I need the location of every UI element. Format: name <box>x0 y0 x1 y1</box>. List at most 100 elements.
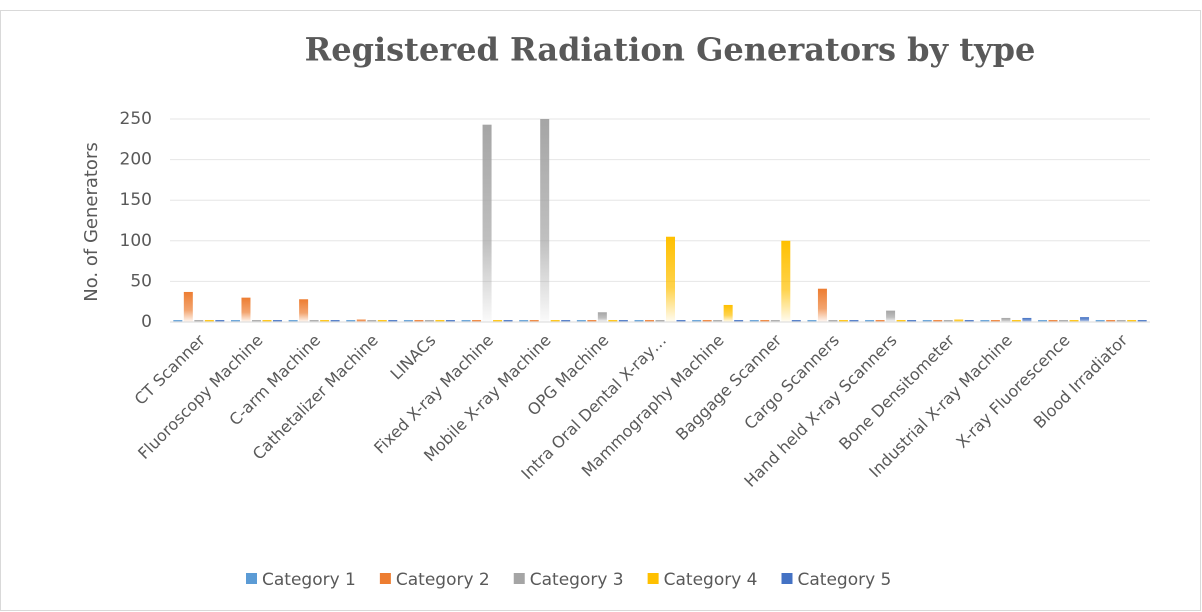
bar <box>540 119 550 322</box>
y-tick-label: 0 <box>141 312 152 332</box>
y-tick-label: 50 <box>130 271 152 291</box>
bar <box>1048 320 1058 322</box>
bar <box>1127 320 1137 322</box>
bar <box>954 319 964 322</box>
bar <box>493 320 503 322</box>
bar <box>424 320 434 322</box>
bar <box>875 320 885 322</box>
bar <box>414 320 424 322</box>
bar <box>964 320 974 322</box>
bar <box>1038 320 1048 322</box>
bar <box>865 320 875 322</box>
bar <box>1069 320 1079 322</box>
bar <box>723 304 733 322</box>
bar <box>299 299 309 322</box>
bar <box>403 320 413 322</box>
bar <box>922 320 932 322</box>
bar <box>597 312 607 322</box>
bar <box>367 320 377 322</box>
legend-swatch <box>647 573 659 584</box>
bar <box>807 320 817 322</box>
bar <box>734 320 744 322</box>
bar <box>817 288 827 322</box>
bar <box>377 320 387 322</box>
bar <box>309 320 319 322</box>
bar <box>770 320 780 322</box>
bar <box>272 320 282 322</box>
legend-label: Category 2 <box>396 570 490 590</box>
bar <box>288 320 298 322</box>
legend-label: Category 1 <box>262 570 356 590</box>
bar <box>1095 320 1105 322</box>
bar <box>519 320 529 322</box>
bar <box>1116 320 1126 322</box>
legend-swatch <box>379 573 391 584</box>
bar <box>618 320 628 322</box>
bar <box>346 320 356 322</box>
bar <box>666 236 675 322</box>
bar <box>445 320 455 322</box>
y-tick-label: 250 <box>120 109 152 129</box>
bar <box>550 320 560 322</box>
bar <box>1059 320 1069 322</box>
legend-label: Category 4 <box>664 570 758 590</box>
bar <box>330 320 340 322</box>
bar <box>749 320 759 322</box>
bar <box>702 320 712 322</box>
bar <box>194 320 204 322</box>
legend-swatch <box>781 573 793 584</box>
bar <box>676 320 686 322</box>
bar <box>215 320 225 322</box>
bar <box>838 320 848 322</box>
bar <box>990 320 1000 322</box>
legend-swatch <box>513 573 525 584</box>
y-tick-label: 100 <box>120 231 152 251</box>
bar <box>435 320 445 322</box>
bar <box>503 320 513 322</box>
bar <box>896 320 906 322</box>
bar <box>461 320 471 322</box>
bar <box>173 320 183 322</box>
bar <box>634 320 644 322</box>
legend-swatch <box>246 573 257 584</box>
y-axis-label: No. of Generators <box>81 142 102 301</box>
y-tick-label: 150 <box>120 190 152 210</box>
bar <box>204 320 214 322</box>
bar <box>183 291 193 322</box>
bar <box>933 320 943 322</box>
bar <box>849 320 859 322</box>
bar <box>576 320 586 322</box>
legend-label: Category 3 <box>530 570 624 590</box>
bar <box>655 320 665 322</box>
bar <box>907 320 917 322</box>
bar <box>230 320 240 322</box>
bar <box>760 320 770 322</box>
chart-frame <box>0 10 1201 611</box>
y-tick-label: 200 <box>120 150 152 170</box>
bar <box>828 320 838 322</box>
chart-title: Registered Radiation Generators by type <box>305 31 1036 69</box>
bar <box>886 310 896 322</box>
bar <box>943 320 953 322</box>
bar <box>781 240 791 322</box>
bar <box>251 320 261 322</box>
bar <box>241 297 251 322</box>
bar <box>692 320 702 322</box>
bar <box>1080 317 1090 322</box>
bar <box>1137 320 1147 322</box>
bar <box>529 320 539 322</box>
bar <box>1106 320 1116 322</box>
bar <box>608 320 618 322</box>
bar <box>561 320 571 322</box>
bar <box>587 320 597 322</box>
bar <box>356 319 366 322</box>
legend-label: Category 5 <box>798 570 892 590</box>
bar <box>482 124 492 323</box>
bar <box>1001 317 1011 322</box>
bar <box>388 320 398 322</box>
bar <box>472 320 482 322</box>
bar <box>713 320 723 322</box>
bar <box>320 320 330 322</box>
bar <box>645 320 654 322</box>
